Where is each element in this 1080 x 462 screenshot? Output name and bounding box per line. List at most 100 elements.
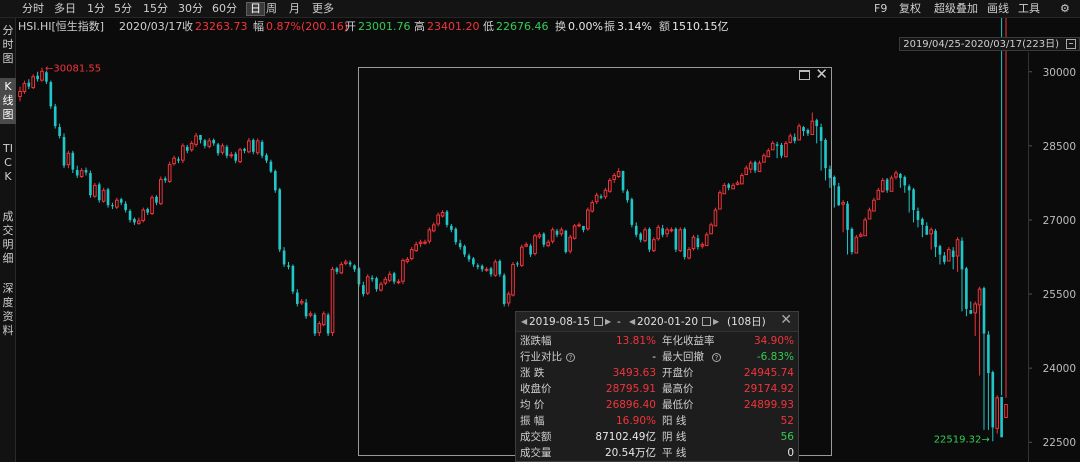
gear-icon[interactable]: ⚙ xyxy=(1060,2,1070,15)
candle[interactable] xyxy=(40,67,44,82)
candle[interactable] xyxy=(564,229,568,254)
candle[interactable] xyxy=(62,133,66,169)
candle[interactable] xyxy=(343,259,348,266)
candle[interactable] xyxy=(484,266,489,272)
candle[interactable] xyxy=(639,232,642,243)
tab-depth-info[interactable]: 深度资料 xyxy=(2,282,14,337)
candle[interactable] xyxy=(282,247,286,267)
candle[interactable] xyxy=(75,165,79,178)
candle[interactable] xyxy=(387,271,392,283)
candle[interactable] xyxy=(317,321,322,337)
candle[interactable] xyxy=(304,298,308,319)
date-range-label[interactable]: 2019/04/25-2020/03/17(223日) xyxy=(899,37,1080,51)
candle[interactable] xyxy=(770,140,775,151)
candle[interactable] xyxy=(427,227,432,244)
candle[interactable] xyxy=(815,118,819,144)
candle[interactable] xyxy=(594,192,599,205)
candle[interactable] xyxy=(45,70,48,85)
candle[interactable] xyxy=(181,143,185,164)
candle[interactable] xyxy=(810,112,815,135)
tab-timeshare[interactable]: 分时图 xyxy=(2,24,14,65)
candle[interactable] xyxy=(590,200,595,213)
candle[interactable] xyxy=(762,153,766,163)
candle[interactable] xyxy=(546,239,551,248)
next-end-icon[interactable]: ▶ xyxy=(713,317,720,326)
candle[interactable] xyxy=(925,222,929,235)
candle[interactable] xyxy=(18,86,22,102)
candle[interactable] xyxy=(287,261,290,270)
candle[interactable] xyxy=(960,237,964,312)
candle[interactable] xyxy=(58,123,61,139)
candle[interactable] xyxy=(97,182,101,203)
candle[interactable] xyxy=(691,234,696,251)
candle[interactable] xyxy=(788,133,793,144)
candle[interactable] xyxy=(987,331,990,430)
candle[interactable] xyxy=(713,207,718,227)
candle[interactable] xyxy=(516,261,519,267)
candle[interactable] xyxy=(163,176,167,183)
candle[interactable] xyxy=(550,227,555,244)
candle[interactable] xyxy=(273,169,277,193)
candle[interactable] xyxy=(243,147,246,154)
candle[interactable] xyxy=(185,144,189,154)
toolbar-tab[interactable]: 多日 xyxy=(54,2,76,15)
candle[interactable] xyxy=(965,266,968,317)
candle[interactable] xyxy=(229,151,234,159)
candle[interactable] xyxy=(308,311,313,318)
candle[interactable] xyxy=(718,190,722,210)
toolbar-tab[interactable]: 日 xyxy=(246,2,265,16)
candle[interactable] xyxy=(22,80,27,94)
candle[interactable] xyxy=(766,148,771,158)
candle[interactable] xyxy=(652,237,656,253)
candle[interactable] xyxy=(71,150,75,174)
candle[interactable] xyxy=(854,234,859,254)
candle[interactable] xyxy=(89,170,92,198)
candle[interactable] xyxy=(1000,0,1003,438)
candle[interactable] xyxy=(634,222,638,238)
candle[interactable] xyxy=(630,197,634,228)
candle[interactable] xyxy=(727,182,731,191)
candle[interactable] xyxy=(519,244,524,267)
candle[interactable] xyxy=(656,224,661,241)
candle[interactable] xyxy=(137,217,141,225)
candle[interactable] xyxy=(414,241,418,253)
candle[interactable] xyxy=(921,217,924,238)
candle[interactable] xyxy=(31,74,36,90)
toolbar-tab[interactable]: 5分 xyxy=(114,2,132,15)
candle[interactable] xyxy=(977,286,982,376)
candle[interactable] xyxy=(220,143,225,155)
candle[interactable] xyxy=(141,207,146,223)
candle[interactable] xyxy=(502,273,506,307)
candle[interactable] xyxy=(683,227,686,260)
candle[interactable] xyxy=(665,227,669,238)
candle[interactable] xyxy=(603,187,608,200)
candle[interactable] xyxy=(133,217,136,225)
calendar-icon[interactable] xyxy=(594,317,603,326)
candle[interactable] xyxy=(53,103,57,129)
candle[interactable] xyxy=(383,276,388,286)
calendar-icon[interactable] xyxy=(702,317,711,326)
candle[interactable] xyxy=(626,189,629,203)
candle[interactable] xyxy=(537,232,542,239)
candle[interactable] xyxy=(177,156,180,164)
candle[interactable] xyxy=(375,276,378,292)
candle[interactable] xyxy=(36,71,39,82)
next-start-icon[interactable]: ▶ xyxy=(605,317,612,326)
candle[interactable] xyxy=(797,123,801,141)
candle[interactable] xyxy=(93,182,97,198)
candle[interactable] xyxy=(128,209,132,223)
candle[interactable] xyxy=(876,187,881,200)
candle[interactable] xyxy=(929,227,933,250)
candle[interactable] xyxy=(365,274,370,296)
candle[interactable] xyxy=(225,144,229,159)
candle[interactable] xyxy=(542,232,546,248)
candle[interactable] xyxy=(498,259,502,277)
candle[interactable] xyxy=(740,173,744,185)
candle[interactable] xyxy=(1004,0,1008,418)
candle[interactable] xyxy=(616,168,621,178)
candle[interactable] xyxy=(833,175,836,208)
candle[interactable] xyxy=(463,244,466,257)
candle[interactable] xyxy=(396,279,401,285)
candle[interactable] xyxy=(568,234,573,254)
